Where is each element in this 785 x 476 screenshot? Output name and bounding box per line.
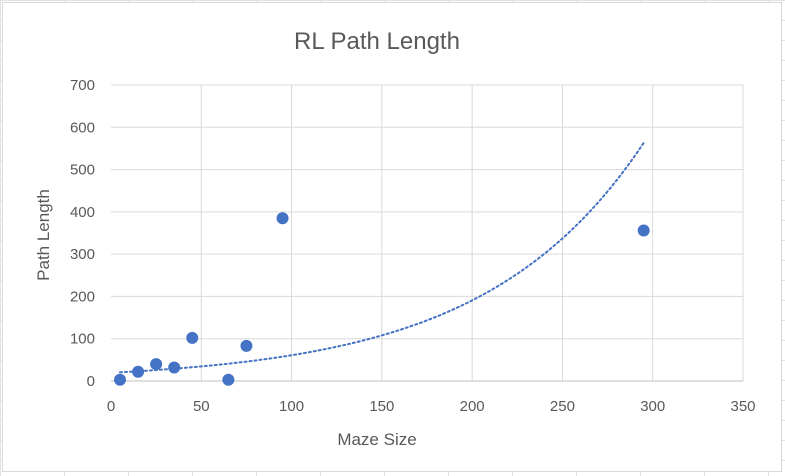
y-tick-label: 300	[70, 246, 95, 263]
data-point[interactable]	[276, 212, 289, 225]
trendline[interactable]	[119, 141, 645, 374]
x-tick-label: 300	[640, 398, 665, 415]
x-tick-label: 50	[193, 398, 210, 415]
chart-svg: RL Path Length 0 100 200 300 400 500 600 700 0 5…	[34, 28, 756, 449]
data-point[interactable]	[114, 373, 127, 386]
data-point[interactable]	[637, 224, 650, 237]
y-tick-label: 0	[87, 373, 95, 390]
chart-title: RL Path Length	[294, 28, 460, 55]
x-tick-label: 350	[730, 398, 755, 415]
y-tick-label: 100	[70, 331, 95, 348]
data-point[interactable]	[186, 331, 199, 344]
data-point[interactable]	[222, 373, 235, 386]
y-tick-label: 400	[70, 204, 95, 221]
data-point[interactable]	[168, 361, 181, 374]
x-tick-label: 250	[550, 398, 575, 415]
data-point[interactable]	[132, 365, 145, 378]
x-tick-label: 200	[460, 398, 485, 415]
gridlines	[111, 84, 744, 381]
x-axis-title: Maze Size	[337, 430, 416, 449]
y-tick-label: 500	[70, 162, 95, 179]
y-tick-label: 700	[70, 77, 95, 94]
x-axis-tick-labels: 0 50 100 150 200 250 300 350	[107, 398, 756, 415]
x-tick-label: 150	[369, 398, 394, 415]
x-tick-label: 0	[107, 398, 115, 415]
data-points	[114, 212, 650, 386]
data-point[interactable]	[150, 358, 163, 371]
y-tick-label: 600	[70, 119, 95, 136]
data-point[interactable]	[240, 339, 253, 352]
y-tick-label: 200	[70, 288, 95, 305]
y-axis-title: Path Length	[34, 189, 53, 281]
x-tick-label: 100	[279, 398, 304, 415]
y-axis-tick-labels: 0 100 200 300 400 500 600 700	[70, 77, 95, 390]
